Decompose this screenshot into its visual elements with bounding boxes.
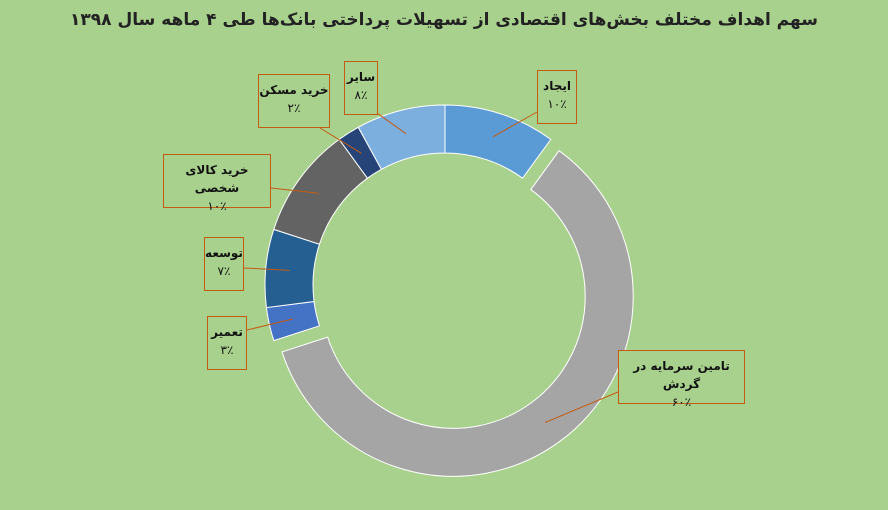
callout-2: تعمیر ۳٪ (207, 316, 247, 370)
slice-value-label: ۸٪ (354, 88, 368, 102)
callout-1: تامین سرمایه در گردش ۶۰٪ (618, 350, 745, 409)
slice-label: سایر (346, 70, 376, 84)
leader-line-3 (243, 267, 290, 271)
chart-title: سهم اهداف مختلف بخش‌های اقتصادی از تسهیل… (70, 10, 818, 30)
slice-value-label: ۱۰٪ (207, 199, 227, 213)
leader-line-5 (319, 127, 362, 154)
callout-0: ایجاد ۱۰٪ (537, 70, 577, 124)
slice-value-label: ۶۰٪ (671, 395, 692, 409)
slice-label: خرید کالای شخصی (185, 163, 249, 195)
slice-value-label: ۳٪ (220, 343, 234, 357)
callout-6: سایر ۸٪ (344, 61, 378, 115)
slice-label: تعمیر (211, 325, 243, 339)
slice-label: خرید مسکن (259, 83, 329, 97)
slice-0 (444, 104, 552, 179)
slice-value-label: ۲٪ (287, 101, 301, 115)
slice-1 (281, 150, 634, 477)
leader-line-1 (544, 391, 619, 423)
slice-value-label: ۱۰٪ (547, 97, 567, 111)
callout-5: خرید مسکن ۲٪ (258, 74, 330, 128)
slice-2 (265, 300, 321, 342)
callout-3: توسعه ۷٪ (204, 237, 244, 291)
leader-line-0 (492, 111, 538, 138)
slice-6 (357, 104, 446, 171)
slice-label: توسعه (205, 246, 243, 260)
leader-line-2 (246, 318, 293, 331)
slice-label: تامین سرمایه در گردش (633, 359, 730, 391)
slice-value-label: ۷٪ (217, 264, 231, 278)
slice-label: ایجاد (543, 79, 571, 93)
callout-4: خرید کالای شخصی ۱۰٪ (163, 154, 271, 213)
leader-line-4 (270, 187, 319, 194)
